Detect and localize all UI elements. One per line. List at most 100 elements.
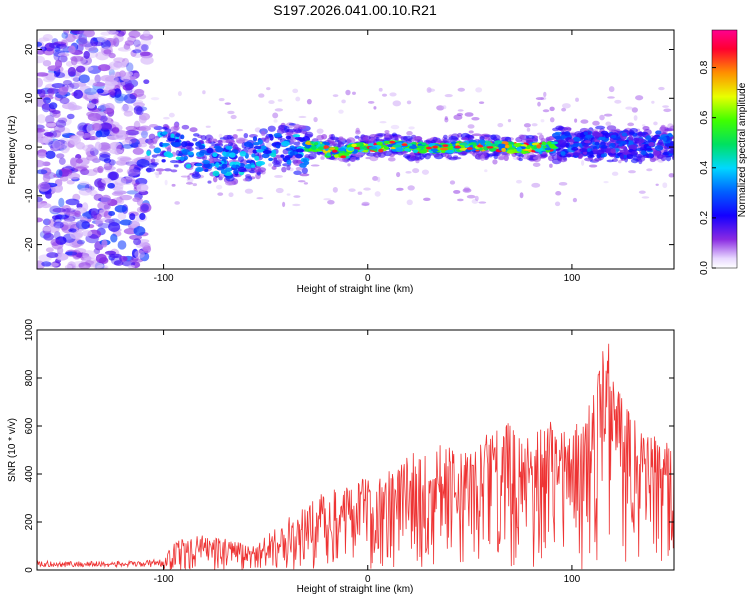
spectrogram-cell <box>355 152 362 158</box>
spectrogram-cell <box>361 201 370 206</box>
spectrogram-cell <box>551 141 558 145</box>
spectrogram-cell <box>540 119 545 123</box>
spectrogram-cell <box>260 145 267 150</box>
spectrogram-cell <box>603 181 609 184</box>
spectrogram-cell <box>101 217 113 222</box>
spectrogram-cell <box>52 207 66 213</box>
spectrogram-cell <box>167 137 176 142</box>
spectrogram-cell <box>108 61 122 70</box>
spectrogram-cell <box>351 143 357 148</box>
x-tick-label: 0 <box>365 574 371 585</box>
spectrogram-cell <box>93 93 102 98</box>
spectrogram-cell <box>646 168 653 172</box>
spectrogram-cell <box>95 130 103 138</box>
spectrogram-cell <box>219 156 229 160</box>
spectrogram-cell <box>298 125 307 130</box>
spectrogram-cell <box>340 155 347 159</box>
spectrogram-cell <box>444 116 448 121</box>
spectrogram-cell <box>212 152 218 158</box>
spectrogram-cell <box>549 106 555 112</box>
spectrogram-cell <box>84 169 98 177</box>
spectrogram-cell <box>273 119 278 123</box>
spectrogram-cell <box>74 210 81 218</box>
spectrogram-cell <box>275 187 284 194</box>
spectrogram-cell <box>218 97 225 102</box>
spectrogram-cell <box>68 45 76 54</box>
spectrogram-cell <box>114 204 128 213</box>
spectrogram-cell <box>137 142 148 148</box>
spectrogram-cell <box>37 77 43 88</box>
spectrogram-cell <box>88 107 102 112</box>
spectrogram-cell <box>91 98 99 104</box>
spectrogram-cell <box>66 113 75 120</box>
spectrogram-cell <box>362 136 369 142</box>
spectrogram-cell <box>594 157 602 162</box>
spectrogram-cell <box>195 163 203 167</box>
spectrogram-cell <box>113 34 124 43</box>
spectrogram-cell <box>254 155 260 161</box>
spectrogram-cell <box>86 150 95 158</box>
spectrogram-cell <box>103 49 112 55</box>
spectrogram-cell <box>653 121 658 126</box>
spectrogram-cell <box>119 194 133 201</box>
spectrogram-cell <box>123 176 135 182</box>
snr-frame <box>36 329 675 571</box>
spectrogram-cell <box>600 153 606 158</box>
spectrogram-cell <box>233 169 239 175</box>
spectrogram-cell <box>53 124 66 133</box>
spectrogram-cell <box>406 199 413 206</box>
spectrogram-cell <box>92 41 104 47</box>
spectrogram-cell <box>289 151 295 156</box>
y-tick-label: -10 <box>24 188 35 203</box>
spectrogram-cell <box>166 152 174 158</box>
spectrogram-cell <box>64 264 73 269</box>
spectrogram-cell <box>133 164 144 171</box>
spectrogram-cell <box>112 185 124 192</box>
spectrogram-cell <box>436 105 445 111</box>
spectrogram-cell <box>270 152 277 158</box>
spectrogram-cell <box>128 168 141 178</box>
spectrogram-cell <box>134 250 145 259</box>
y-tick-label: 1000 <box>24 318 35 341</box>
spectrogram-cell <box>323 198 332 201</box>
spectrogram-cell <box>290 138 296 143</box>
spectrogram-cell <box>150 97 160 101</box>
spectrogram-cell <box>363 187 371 191</box>
spectrogram-cell <box>132 102 145 108</box>
spectrogram-cell <box>267 125 276 132</box>
spectrogram-cell <box>427 88 436 92</box>
x-tick-label: -100 <box>154 273 174 284</box>
spectrogram-cell <box>262 150 272 154</box>
spectrogram-cell <box>227 110 235 115</box>
spectrogram-cell <box>292 203 301 207</box>
spectrogram-cell <box>389 153 395 158</box>
y-tick-label: 200 <box>24 513 35 530</box>
spectrogram-cell <box>276 128 285 135</box>
spectrogram-cell <box>421 142 427 146</box>
spectrogram-cell <box>88 47 99 54</box>
spectrogram-cell <box>37 114 46 124</box>
spectrogram-cell <box>374 191 381 197</box>
spectrogram-cell <box>52 129 62 138</box>
spectrogram-cell <box>471 116 480 121</box>
spectrogram-cell <box>116 196 123 203</box>
spectrogram-cell <box>621 132 628 137</box>
spectrogram-cell <box>537 132 543 135</box>
spectrogram-cell <box>58 197 65 208</box>
spectrogram-cell <box>119 255 128 262</box>
spectrogram-cell <box>46 252 59 259</box>
spectrogram-cell <box>43 232 55 241</box>
spectrogram-heatmap <box>37 30 674 269</box>
spectrogram-cell <box>345 89 351 96</box>
spectrogram-cell <box>170 169 178 173</box>
spectrogram-cell <box>633 115 638 121</box>
spectrogram-cell <box>545 149 551 153</box>
spectrogram-cell <box>408 126 415 130</box>
spectrogram-cell <box>592 131 601 137</box>
spectrogram-cell <box>83 30 95 38</box>
spectrogram-cell <box>55 153 65 159</box>
spectrogram-cell <box>256 148 265 153</box>
spectrogram-cell <box>95 218 104 227</box>
spectrogram-cell <box>254 166 262 173</box>
